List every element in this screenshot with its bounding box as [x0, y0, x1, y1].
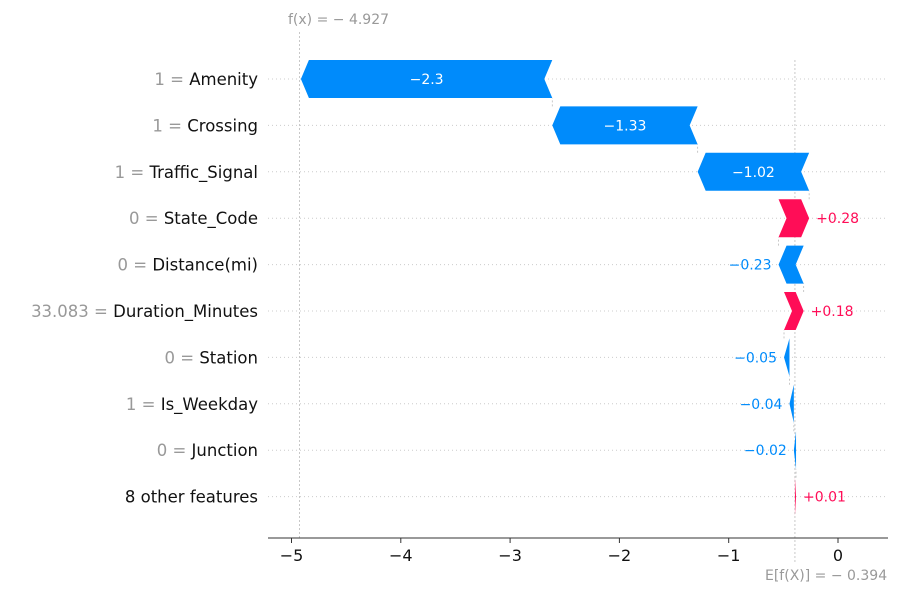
feature-name: Duration_Minutes	[113, 302, 258, 322]
bar-value-label: +0.01	[803, 490, 846, 506]
x-tick-label: −1	[717, 546, 741, 565]
waterfall-bar	[789, 384, 794, 423]
feature-label: 33.083 = Duration_Minutes	[31, 302, 258, 322]
bar-value-label: +0.18	[811, 304, 854, 320]
waterfall-bar	[552, 106, 698, 145]
bar-value-label: −2.3	[410, 72, 444, 88]
feature-value: 0 =	[165, 348, 200, 367]
feature-name: Amenity	[189, 70, 258, 89]
feature-label: 1 = Crossing	[152, 116, 258, 135]
bar-value-label: −1.02	[732, 165, 775, 181]
bar-value-label: −0.04	[740, 397, 783, 413]
feature-value: 1 =	[154, 70, 189, 89]
feature-label: 8 other features	[125, 488, 258, 507]
feature-value: 0 =	[129, 209, 164, 228]
efx-label: E[f(X)] = − 0.394	[765, 568, 887, 584]
feature-label: 0 = State_Code	[129, 209, 258, 229]
feature-value: 33.083 =	[31, 302, 113, 321]
feature-value: 0 =	[157, 441, 192, 460]
waterfall-bar	[794, 477, 797, 516]
feature-label: 1 = Is_Weekday	[126, 395, 258, 415]
waterfall-bar	[784, 292, 804, 330]
bar-value-label: −0.23	[729, 258, 772, 274]
feature-label: 0 = Station	[165, 348, 259, 367]
waterfall-bar	[784, 338, 790, 377]
feature-name: Junction	[191, 441, 258, 460]
x-tick-label: −2	[608, 546, 632, 565]
fx-label: f(x) = − 4.927	[288, 12, 389, 28]
waterfall-bar	[778, 199, 810, 238]
bar-value-label: −1.33	[604, 118, 647, 134]
bar-value-label: −0.05	[734, 350, 777, 366]
reference-lines	[299, 32, 796, 562]
feature-value: 1 =	[126, 395, 161, 414]
x-tick-label: −3	[498, 546, 522, 565]
feature-name: Station	[199, 348, 258, 367]
feature-value: 1 =	[152, 116, 187, 135]
feature-value: 1 =	[115, 163, 150, 182]
feature-label: 1 = Amenity	[154, 70, 258, 89]
bar-value-label: +0.28	[816, 211, 859, 227]
x-tick-label: −4	[389, 546, 413, 565]
feature-name: Crossing	[187, 116, 258, 135]
waterfall-bar	[300, 60, 553, 98]
x-tick-label: 0	[833, 546, 843, 565]
feature-label: 0 = Junction	[157, 441, 258, 460]
feature-label: 0 = Distance(mi)	[117, 256, 258, 275]
feature-name: Traffic_Signal	[148, 163, 258, 183]
bar-value-label: −0.02	[744, 443, 787, 459]
feature-label: 1 = Traffic_Signal	[115, 163, 258, 183]
feature-name: Distance(mi)	[152, 256, 258, 275]
waterfall-bar	[697, 152, 810, 191]
waterfall-bar	[793, 431, 797, 470]
waterfall-bar	[778, 245, 804, 284]
x-tick-label: −5	[280, 546, 304, 565]
feature-name: Is_Weekday	[161, 395, 259, 415]
feature-value: 0 =	[117, 256, 152, 275]
feature-name: 8 other features	[125, 488, 258, 507]
feature-name: State_Code	[164, 209, 258, 229]
bars: −2.3 −1.33 −1.02 +0.28 −0.23 +0.18 −0.05 −0.04 −…	[300, 60, 859, 516]
x-axis: −5 −4 −3 −2 −1 0	[268, 537, 888, 565]
